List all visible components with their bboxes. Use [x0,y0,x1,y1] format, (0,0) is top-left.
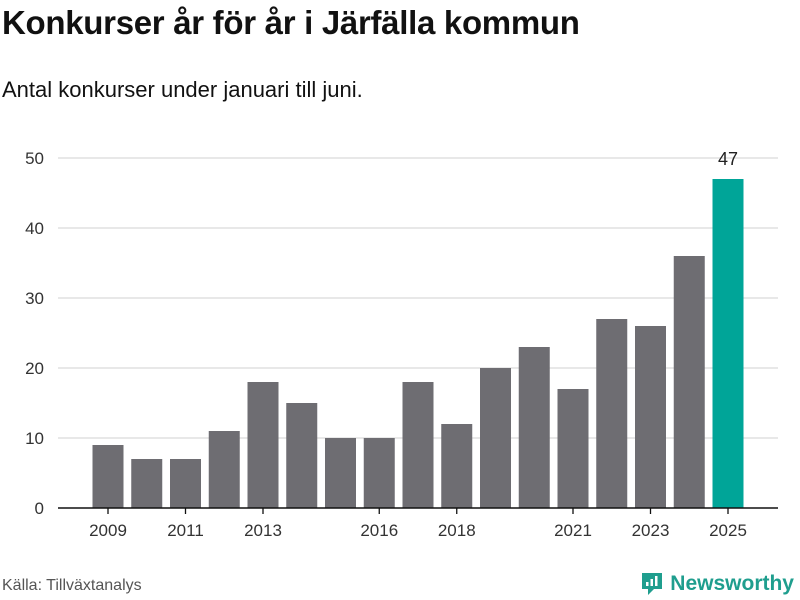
y-tick-label: 10 [25,429,44,448]
y-tick-label: 20 [25,359,44,378]
bars [92,179,744,508]
chart-title: Konkurser år för år i Järfälla kommun [2,4,580,41]
bar-2020 [518,347,550,508]
data-label: 47 [718,149,738,169]
x-tick-label: 2013 [244,521,282,540]
bar-2019 [480,368,511,508]
x-tick-label: 2016 [360,521,398,540]
y-axis-ticks: 0 10 20 30 40 50 [25,149,44,518]
newsworthy-logo-icon [642,573,663,595]
bar-2024 [673,256,705,508]
bar-chart: 0 10 20 30 40 50 2009 2011 2013 2016 2018 2021 2023… [25,149,778,540]
newsworthy-logo[interactable]: Newsworthy [640,568,794,600]
bar-2015 [325,438,356,508]
y-tick-label: 40 [25,219,44,238]
bar-2009 [92,445,124,508]
x-tick-label: 2018 [438,521,476,540]
bar-2023 [635,326,666,508]
x-tick-label: 2023 [632,521,670,540]
bar-2011 [170,459,201,508]
bar-2016 [363,438,395,508]
bar-2018 [441,424,473,508]
x-tick-label: 2021 [554,521,592,540]
bar-2017 [402,382,434,508]
x-tick-label: 2011 [167,521,204,540]
bar-2025 [712,179,744,508]
bar-2021 [557,389,589,508]
brand-name: Newsworthy [670,572,794,595]
bar-2022 [596,319,628,508]
data-labels: 47 [718,149,738,169]
y-tick-label: 50 [25,149,44,168]
y-tick-label: 0 [35,499,44,518]
x-tick-label: 2009 [89,521,127,540]
bar-2012 [208,431,240,508]
bar-2014 [286,403,318,508]
source-note: Källa: Tillväxtanalys [2,577,142,594]
x-axis-ticks: 2009 2011 2013 2016 2018 2021 2023 2025 [89,508,747,540]
bar-2010 [131,459,163,508]
chart-subtitle: Antal konkurser under januari till juni. [2,77,363,102]
bar-2013 [247,382,279,508]
y-tick-label: 30 [25,289,44,308]
x-tick-label: 2025 [709,521,747,540]
